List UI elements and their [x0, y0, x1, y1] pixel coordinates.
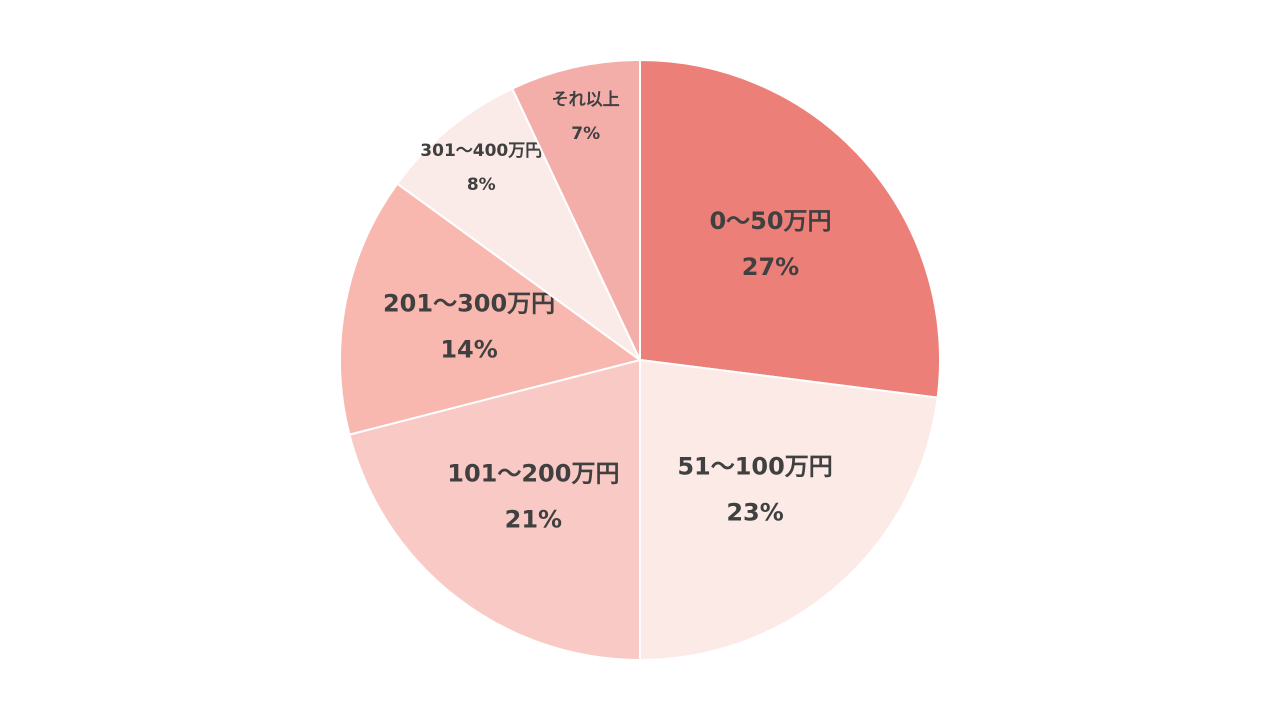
pie-slice	[339, 182, 643, 436]
slice-value-label: 21%	[505, 505, 562, 533]
pie-slice	[639, 358, 939, 662]
slice-value-label: 8%	[467, 175, 496, 195]
slice-value-label: 23%	[726, 499, 783, 527]
pie-slice	[639, 58, 941, 399]
slice-category-label: 51～100万円	[677, 453, 833, 481]
slice-category-label: 301～400万円	[420, 141, 542, 161]
slice-category-label: それ以上	[552, 90, 620, 110]
slice-value-label: 14%	[440, 335, 497, 363]
pie-slice	[348, 358, 641, 662]
slice-category-label: 101～200万円	[447, 459, 619, 487]
slice-category-label: 201～300万円	[383, 289, 555, 317]
pie-slice	[510, 58, 641, 361]
slice-value-label: 7%	[571, 124, 600, 144]
slice-value-label: 27%	[742, 253, 799, 281]
pie-slice	[395, 87, 641, 361]
slice-category-label: 0～50万円	[709, 207, 831, 235]
